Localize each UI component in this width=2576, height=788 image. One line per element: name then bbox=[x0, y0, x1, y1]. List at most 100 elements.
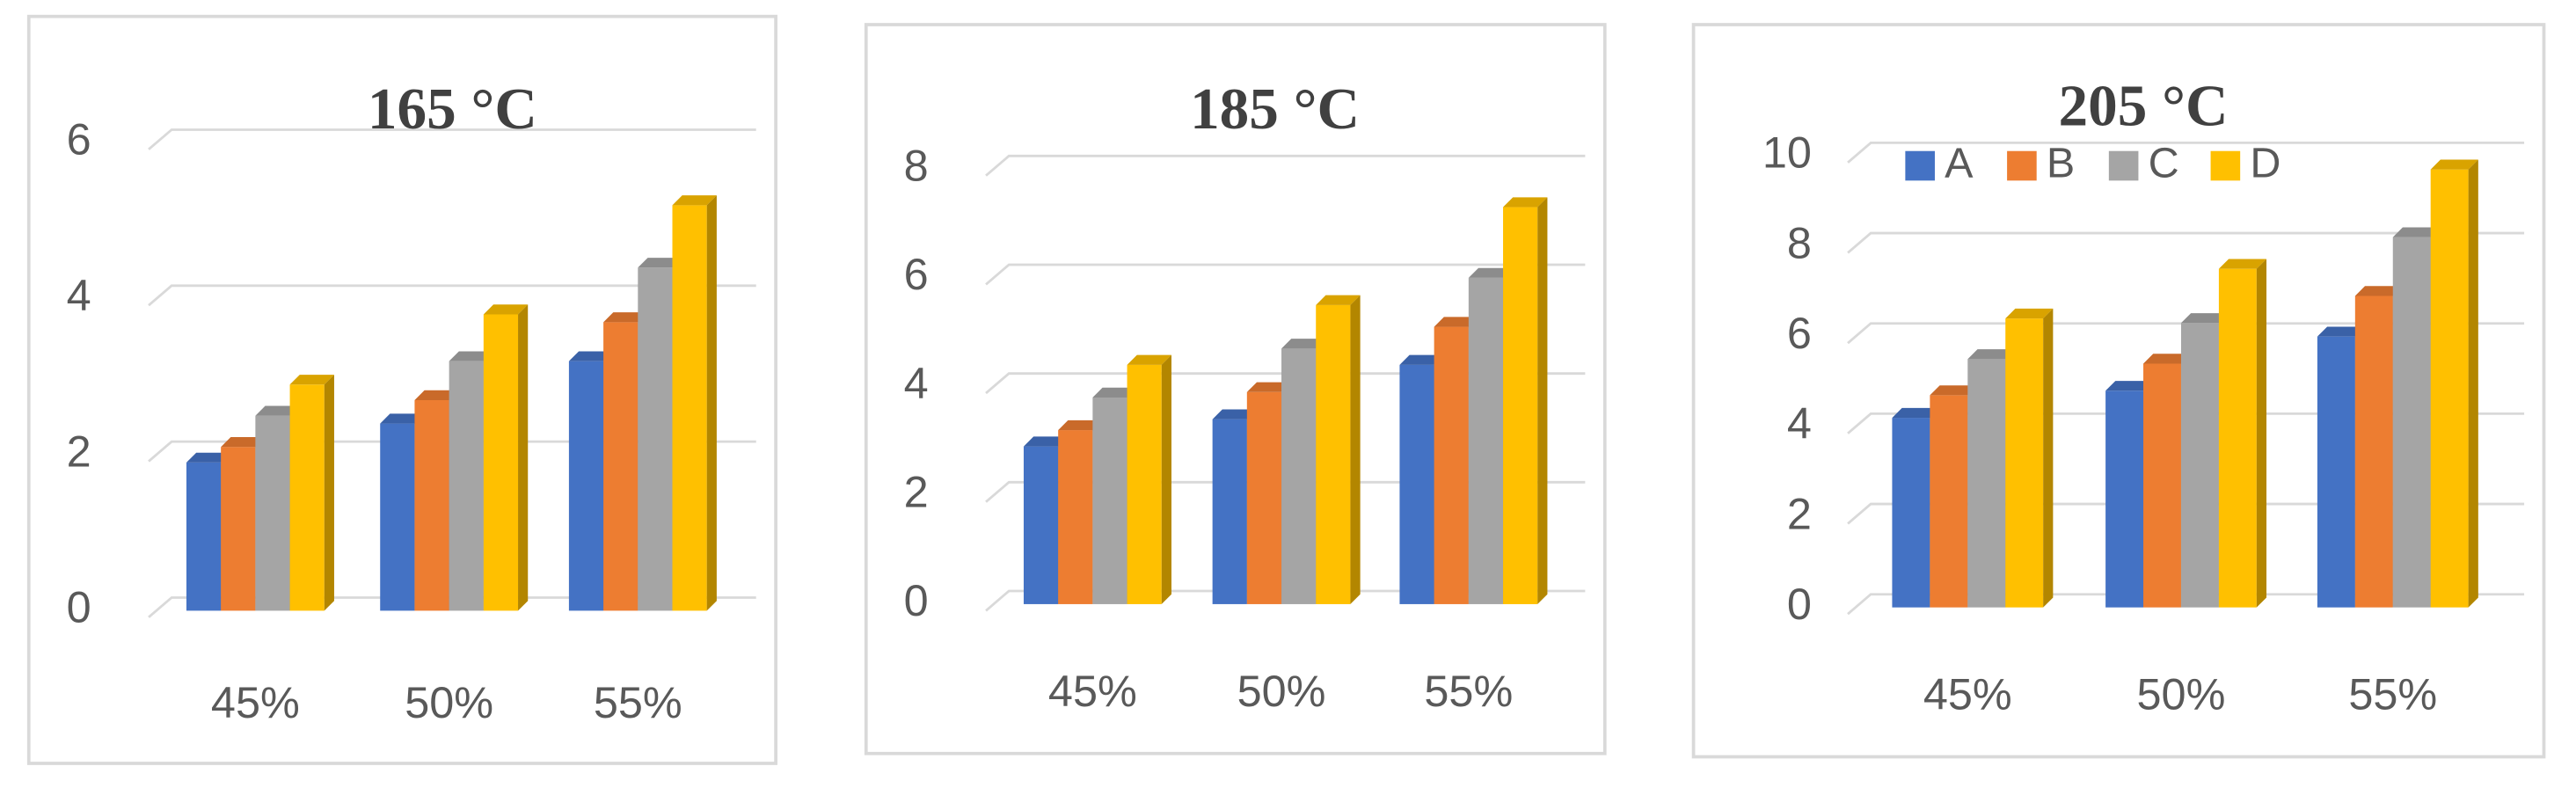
bar-front bbox=[1058, 430, 1093, 604]
bar-top bbox=[483, 304, 529, 315]
legend-label: A bbox=[1945, 139, 1974, 186]
bar-front bbox=[449, 361, 484, 611]
y-tick-label: 4 bbox=[904, 358, 929, 408]
bar-top bbox=[221, 437, 266, 448]
legend-label: D bbox=[2250, 139, 2280, 186]
bar-front bbox=[1127, 364, 1162, 604]
grid-line bbox=[985, 263, 1586, 286]
chart-panel: 0 2 4 6 8 185 °C 45% 50% 55% bbox=[864, 23, 1607, 755]
x-tick-label: 50% bbox=[2137, 669, 2226, 719]
bar-top bbox=[255, 405, 300, 416]
legend-swatch bbox=[1905, 150, 1935, 181]
bar-front bbox=[1503, 207, 1538, 604]
bar-front bbox=[1930, 395, 1968, 608]
y-tick-label: 2 bbox=[904, 467, 929, 517]
y-tick-label: 6 bbox=[1787, 308, 1812, 358]
bar bbox=[1127, 354, 1171, 604]
bar-front bbox=[638, 267, 673, 611]
bar-top bbox=[2005, 308, 2054, 319]
bar-front bbox=[1246, 391, 1282, 604]
bar-top bbox=[289, 375, 334, 385]
bar-top bbox=[568, 351, 614, 361]
legend-swatch bbox=[2108, 150, 2139, 181]
bar-top bbox=[2392, 227, 2441, 237]
bar-front bbox=[1468, 277, 1504, 604]
grid-line bbox=[1847, 593, 2525, 616]
bar-top bbox=[449, 351, 494, 361]
y-tick-label: 8 bbox=[904, 141, 929, 191]
chart-title: 165 °C bbox=[368, 76, 537, 142]
bar-top bbox=[414, 390, 459, 400]
bar bbox=[483, 304, 529, 611]
grid-line bbox=[985, 372, 1586, 395]
bar bbox=[2218, 259, 2267, 608]
chart-title: 205 °C bbox=[2059, 72, 2229, 138]
bar-front bbox=[568, 361, 604, 611]
bar-front bbox=[1092, 397, 1127, 604]
bar-side bbox=[2468, 159, 2478, 608]
grid-line bbox=[148, 596, 756, 618]
bar-top bbox=[2180, 313, 2229, 324]
grid-line bbox=[1847, 231, 2525, 254]
bar-top bbox=[186, 452, 231, 463]
bar-top bbox=[672, 195, 717, 206]
y-tick-label: 0 bbox=[67, 582, 91, 632]
bar bbox=[1503, 197, 1548, 604]
x-tick-label: 45% bbox=[211, 677, 300, 727]
grid-line bbox=[148, 440, 756, 463]
bar-top bbox=[2218, 259, 2267, 269]
bar-top bbox=[1058, 420, 1103, 431]
y-tick-label: 0 bbox=[904, 575, 929, 625]
x-tick-label: 50% bbox=[1237, 666, 1326, 716]
bar-front bbox=[1399, 364, 1434, 604]
bar-front bbox=[1212, 419, 1247, 604]
bar-side bbox=[706, 195, 717, 611]
bar-front bbox=[603, 322, 639, 611]
bar bbox=[1316, 295, 1361, 604]
x-tick-label: 55% bbox=[594, 677, 682, 727]
bar-front bbox=[289, 384, 325, 611]
grid-line bbox=[985, 589, 1586, 612]
bar-top bbox=[1212, 409, 1258, 420]
bar-front bbox=[2354, 296, 2393, 608]
bar-top bbox=[2430, 159, 2478, 170]
y-tick-label: 6 bbox=[904, 249, 929, 299]
bar-front bbox=[2005, 318, 2044, 608]
bar-front bbox=[186, 462, 222, 611]
bar-top bbox=[1468, 267, 1514, 278]
bar-top bbox=[603, 312, 648, 323]
y-tick-label: 8 bbox=[1787, 217, 1812, 267]
chart-panel: 0 2 4 6 8 10 205 °C 45% 50% 55% A B C D bbox=[1691, 23, 2546, 759]
y-tick-label: 4 bbox=[67, 270, 91, 320]
x-tick-label: 55% bbox=[2348, 669, 2437, 719]
bar-front bbox=[414, 400, 449, 611]
legend-swatch bbox=[2007, 150, 2037, 181]
legend-label: C bbox=[2149, 139, 2179, 186]
grid-line bbox=[148, 284, 756, 307]
bar-front bbox=[1967, 359, 2006, 608]
bar-top bbox=[1023, 436, 1069, 447]
bar-top bbox=[1127, 354, 1171, 365]
bar bbox=[1023, 436, 1069, 604]
bar-side bbox=[1161, 354, 1171, 604]
bar-top bbox=[1281, 339, 1326, 349]
grid-line bbox=[985, 154, 1586, 177]
bar-front bbox=[672, 205, 707, 611]
bar-front bbox=[1281, 348, 1317, 604]
bar-side bbox=[2256, 259, 2267, 608]
bar-top bbox=[2105, 381, 2154, 391]
y-tick-label: 0 bbox=[1787, 579, 1812, 629]
bar-side bbox=[518, 304, 529, 611]
grid-line bbox=[1847, 142, 2525, 164]
bar-front bbox=[1316, 304, 1351, 604]
chart-title: 185 °C bbox=[1190, 76, 1360, 142]
bar-side bbox=[324, 375, 334, 611]
bar-side bbox=[1537, 197, 1548, 604]
bar bbox=[672, 195, 717, 611]
bar-top bbox=[1434, 317, 1479, 327]
legend-swatch bbox=[2210, 150, 2241, 181]
bar-side bbox=[2043, 308, 2054, 608]
bar-front bbox=[2317, 336, 2355, 608]
legend-label: B bbox=[2047, 139, 2075, 186]
